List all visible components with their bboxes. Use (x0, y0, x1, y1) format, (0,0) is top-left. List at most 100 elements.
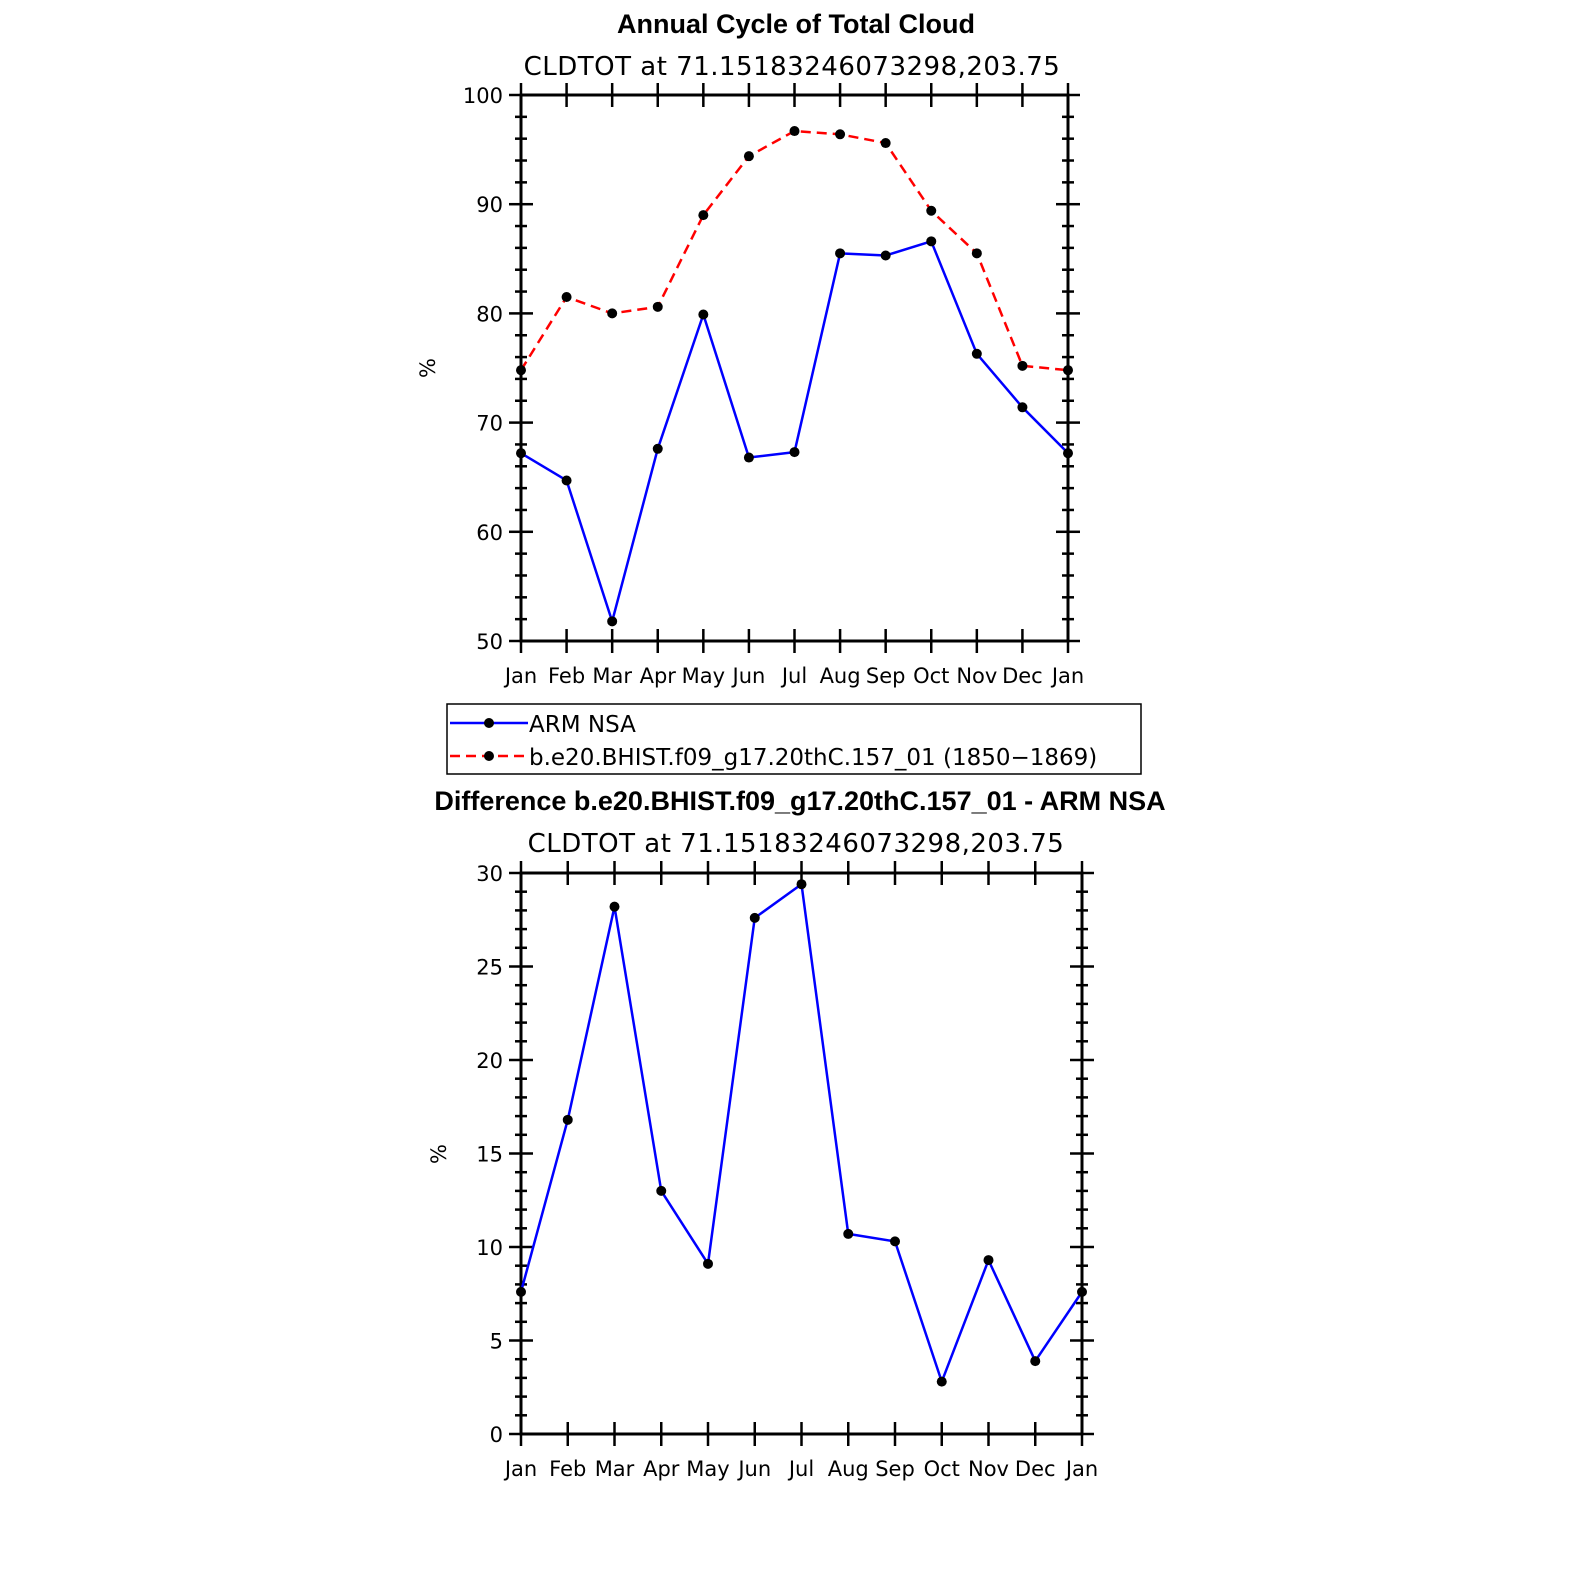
y-tick-label: 20 (476, 1049, 503, 1073)
legend-entry-model: b.e20.BHIST.f09_g17.20thC.157_01 (1850−1… (450, 745, 1097, 771)
series-0-point (789, 447, 800, 458)
series-0-point (607, 616, 618, 627)
series-1-point (1063, 365, 1073, 376)
y-tick-label: 90 (476, 193, 503, 217)
difference-chart: 0 5 10 15 20 25 30 Jan Feb Mar Apr May Jun Jul Aug Sep O… (427, 861, 1098, 1481)
series-1-point (971, 248, 982, 259)
x-tick-label: Sep (875, 1457, 915, 1481)
plot-frame (519, 93, 1070, 643)
x-tick-label: Feb (549, 1457, 586, 1481)
y-tick-label: 25 (476, 956, 503, 980)
series-1-point (926, 205, 937, 216)
series-0-point (880, 250, 891, 261)
diff-chart-title: Difference b.e20.BHIST.f09_g17.20thC.157… (434, 786, 1165, 816)
x-tick-label: Aug (828, 1457, 869, 1481)
series-line-1 (519, 129, 1069, 372)
series-0-point (796, 879, 807, 890)
x-tick-label: Jun (736, 1457, 771, 1481)
diff-chart-subtitle: CLDTOT at 71.15183246073298,203.75 (528, 829, 1065, 859)
x-tick-label: Jan (1064, 1457, 1098, 1481)
series-0-point (703, 1258, 713, 1269)
series-0-point (843, 1228, 854, 1239)
legend-marker-arm-nsa (484, 718, 494, 728)
x-tick-label: Mar (592, 664, 632, 688)
series-0-point (656, 1185, 667, 1196)
plot-frame (519, 871, 1084, 1436)
series-0-point (562, 1114, 573, 1125)
series-0-point (749, 912, 760, 923)
series-1-point (652, 301, 663, 312)
series-0-point (1077, 1286, 1087, 1297)
x-tick-label: Jan (503, 1457, 537, 1481)
series-0-point (1017, 402, 1028, 413)
legend-marker-model (484, 751, 494, 761)
y-axis-label: % (416, 358, 440, 378)
y-tick-label: 70 (476, 412, 503, 436)
x-tick-label: Feb (548, 664, 585, 688)
annual-cycle-chart: 50 60 70 80 90 100 Jan Feb Mar Apr May Jun Jul Aug Sep… (416, 83, 1084, 688)
series-1-point (835, 129, 846, 140)
series-0-point (516, 1286, 526, 1297)
chart-title: Annual Cycle of Total Cloud (617, 9, 975, 39)
series-0-point (1030, 1356, 1041, 1367)
x-tick-label: Oct (924, 1457, 960, 1481)
series-0-point (698, 309, 709, 320)
series-0-point (936, 1376, 947, 1387)
y-tick-label: 0 (490, 1423, 503, 1447)
series-1-point (698, 210, 709, 221)
legend-box (446, 703, 1142, 775)
y-tick-label: 100 (463, 84, 503, 108)
x-tick-label: May (686, 1457, 729, 1481)
series-0-point (1063, 448, 1073, 459)
x-tick-label: Nov (968, 1457, 1009, 1481)
x-tick-label: Dec (1015, 1457, 1056, 1481)
y-tick-label: 60 (476, 521, 503, 545)
legend-label-model: b.e20.BHIST.f09_g17.20thC.157_01 (1850−1… (529, 745, 1097, 771)
series-line-0 (520, 240, 1069, 623)
y-tick-label: 80 (476, 302, 503, 326)
series-1-point (607, 308, 618, 319)
series-0-point (983, 1255, 994, 1266)
y-tick-label: 15 (476, 1143, 503, 1167)
y-tick-label: 50 (476, 630, 503, 654)
x-tick-label: Jul (780, 664, 807, 688)
x-tick-label: Jul (787, 1457, 814, 1481)
x-tick-label: Jan (1050, 664, 1084, 688)
series-1-point (743, 151, 754, 162)
series-1-point (561, 292, 572, 303)
series-1-point (880, 138, 891, 149)
x-tick-label: Apr (640, 664, 677, 688)
legend-entry-arm-nsa: ARM NSA (450, 712, 636, 738)
series-0-point (890, 1236, 900, 1247)
series-line-0 (519, 882, 1084, 1383)
x-tick-label: Jun (731, 664, 766, 688)
y-axis-label: % (427, 1144, 451, 1164)
series-0-point (926, 236, 937, 247)
series-0-point (609, 901, 620, 912)
series-0-point (971, 348, 982, 359)
series-0-point (652, 443, 663, 454)
x-tick-label: Mar (595, 1457, 635, 1481)
x-tick-label: Aug (820, 664, 861, 688)
series-1-point (1017, 360, 1028, 371)
y-tick-label: 5 (490, 1330, 503, 1354)
y-tick-label: 10 (476, 1236, 503, 1260)
x-tick-label: Jan (503, 664, 537, 688)
series-1-point (789, 126, 800, 137)
x-tick-label: Dec (1002, 664, 1043, 688)
legend-label-arm-nsa: ARM NSA (529, 712, 636, 738)
x-tick-label: Oct (913, 664, 949, 688)
y-tick-label: 30 (476, 862, 503, 886)
x-tick-label: Sep (866, 664, 906, 688)
chart-subtitle: CLDTOT at 71.15183246073298,203.75 (524, 52, 1061, 82)
x-tick-label: Nov (956, 664, 997, 688)
series-1-point (516, 365, 526, 376)
series-0-point (561, 475, 572, 486)
series-0-point (835, 248, 846, 259)
legend: ARM NSA b.e20.BHIST.f09_g17.20thC.157_01… (446, 703, 1142, 775)
x-tick-label: Apr (643, 1457, 680, 1481)
series-0-point (516, 448, 526, 459)
series-0-point (743, 452, 754, 463)
x-tick-label: May (682, 664, 725, 688)
